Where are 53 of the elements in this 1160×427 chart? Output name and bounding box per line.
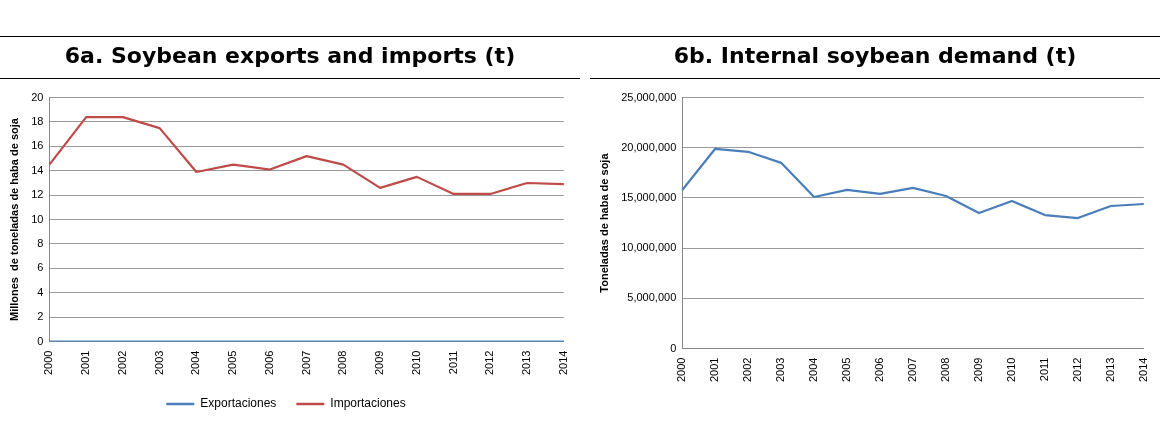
x-tick-label: 2013 xyxy=(520,350,533,376)
x-tick-label: 2009 xyxy=(971,357,984,383)
x-tick-label: 2013 xyxy=(1103,357,1116,383)
y-tick-label: 20 xyxy=(31,90,44,103)
x-tick-label: 2001 xyxy=(79,350,92,376)
x-tick-label: 2007 xyxy=(299,350,312,376)
x-tick-label: 2006 xyxy=(873,357,886,383)
x-tick-label: 2006 xyxy=(262,350,275,376)
x-tick-label: 2004 xyxy=(807,357,820,383)
x-tick-label: 2005 xyxy=(226,350,239,376)
chart-title: 6b. Internal soybean demand (t) xyxy=(590,38,1160,79)
x-tick-label: 2011 xyxy=(446,350,459,375)
x-tick-label: 2000 xyxy=(675,357,688,383)
x-tick-label: 2010 xyxy=(409,350,422,376)
x-tick-label: 2005 xyxy=(840,357,853,383)
y-tick-label: 4 xyxy=(37,285,44,298)
y-tick-label: 10 xyxy=(31,212,44,225)
y-axis-title: Millones de toneladas de haba de soja xyxy=(7,117,20,322)
x-tick-label: 2008 xyxy=(939,357,952,383)
x-tick-label: 2011 xyxy=(1037,357,1050,382)
x-tick-label: 2012 xyxy=(1070,357,1083,383)
x-tick-label: 2004 xyxy=(189,350,202,376)
x-tick-label: 2002 xyxy=(741,357,754,383)
y-tick-label: 0 xyxy=(37,334,44,347)
x-tick-label: 2002 xyxy=(115,350,128,376)
y-tick-label: 16 xyxy=(31,139,44,152)
y-tick-label: 5,000,000 xyxy=(627,291,677,304)
y-tick-label: 10,000,000 xyxy=(621,241,677,254)
legend-label: Importaciones xyxy=(330,396,406,411)
x-tick-label: 2003 xyxy=(152,350,165,376)
y-tick-label: 14 xyxy=(31,163,44,176)
y-tick-label: 25,000,000 xyxy=(621,90,677,103)
x-tick-label: 2014 xyxy=(1136,357,1149,383)
y-tick-label: 15,000,000 xyxy=(621,191,677,203)
y-tick-label: 12 xyxy=(31,188,44,201)
legend-label: Exportaciones xyxy=(200,396,277,411)
chart-title: 6a. Soybean exports and imports (t) xyxy=(0,38,580,79)
x-tick-label: 2009 xyxy=(373,350,386,376)
y-tick-label: 0 xyxy=(670,341,677,354)
y-tick-label: 2 xyxy=(37,310,44,323)
y-tick-label: 20,000,000 xyxy=(621,140,677,153)
x-tick-label: 2012 xyxy=(483,350,496,376)
y-tick-label: 6 xyxy=(37,261,44,274)
x-tick-label: 2000 xyxy=(42,350,55,376)
y-axis-title: Toneladas de haba de soja xyxy=(597,152,610,293)
x-tick-label: 2001 xyxy=(708,357,721,383)
x-tick-label: 2008 xyxy=(336,350,349,376)
x-tick-label: 2003 xyxy=(774,357,787,383)
x-tick-label: 2014 xyxy=(556,350,569,376)
x-tick-label: 2010 xyxy=(1004,357,1017,383)
y-tick-label: 18 xyxy=(31,115,44,128)
y-tick-label: 8 xyxy=(37,236,44,249)
x-tick-label: 2007 xyxy=(906,357,919,383)
